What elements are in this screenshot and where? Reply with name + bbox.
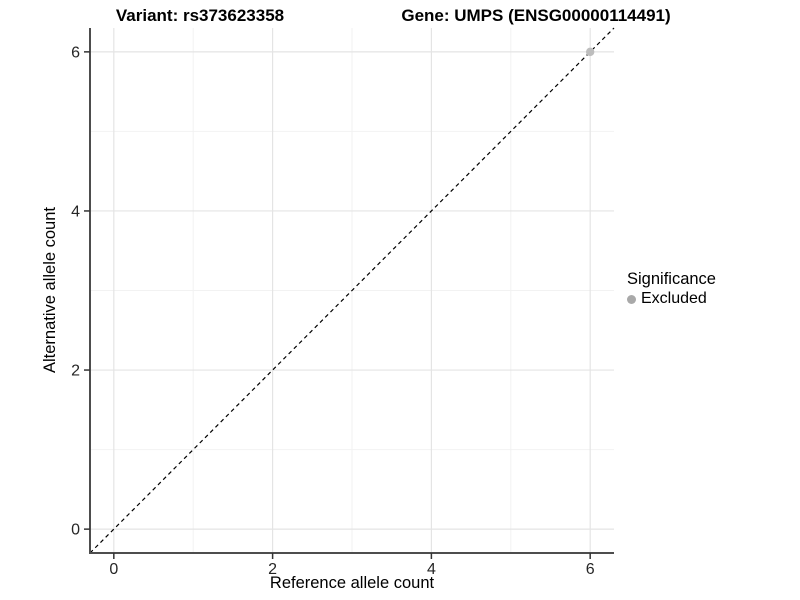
x-tick-label: 0	[109, 561, 118, 578]
identity-line	[89, 27, 615, 554]
legend-items: Excluded	[627, 290, 716, 308]
y-tick-label: 0	[71, 522, 80, 539]
y-tick-label: 2	[71, 363, 80, 380]
legend-item: Excluded	[627, 290, 716, 308]
y-tick-label: 6	[71, 44, 80, 61]
legend-title: Significance	[627, 270, 716, 288]
data-point-excluded	[585, 47, 595, 57]
x-tick-label: 4	[427, 561, 436, 578]
legend-item-label: Excluded	[641, 290, 707, 307]
plot-title-variant: Variant: rs373623358	[115, 6, 285, 25]
plot-title-gene: Gene: UMPS (ENSG00000114491)	[401, 6, 671, 25]
x-tick-label: 2	[268, 561, 277, 578]
x-tick-label: 6	[586, 561, 595, 578]
x-axis-label: Reference allele count	[269, 574, 435, 592]
legend: Significance Excluded	[627, 269, 716, 308]
y-tick-label: 4	[71, 203, 80, 220]
axis-lines	[89, 28, 614, 554]
circle-icon	[627, 294, 636, 304]
